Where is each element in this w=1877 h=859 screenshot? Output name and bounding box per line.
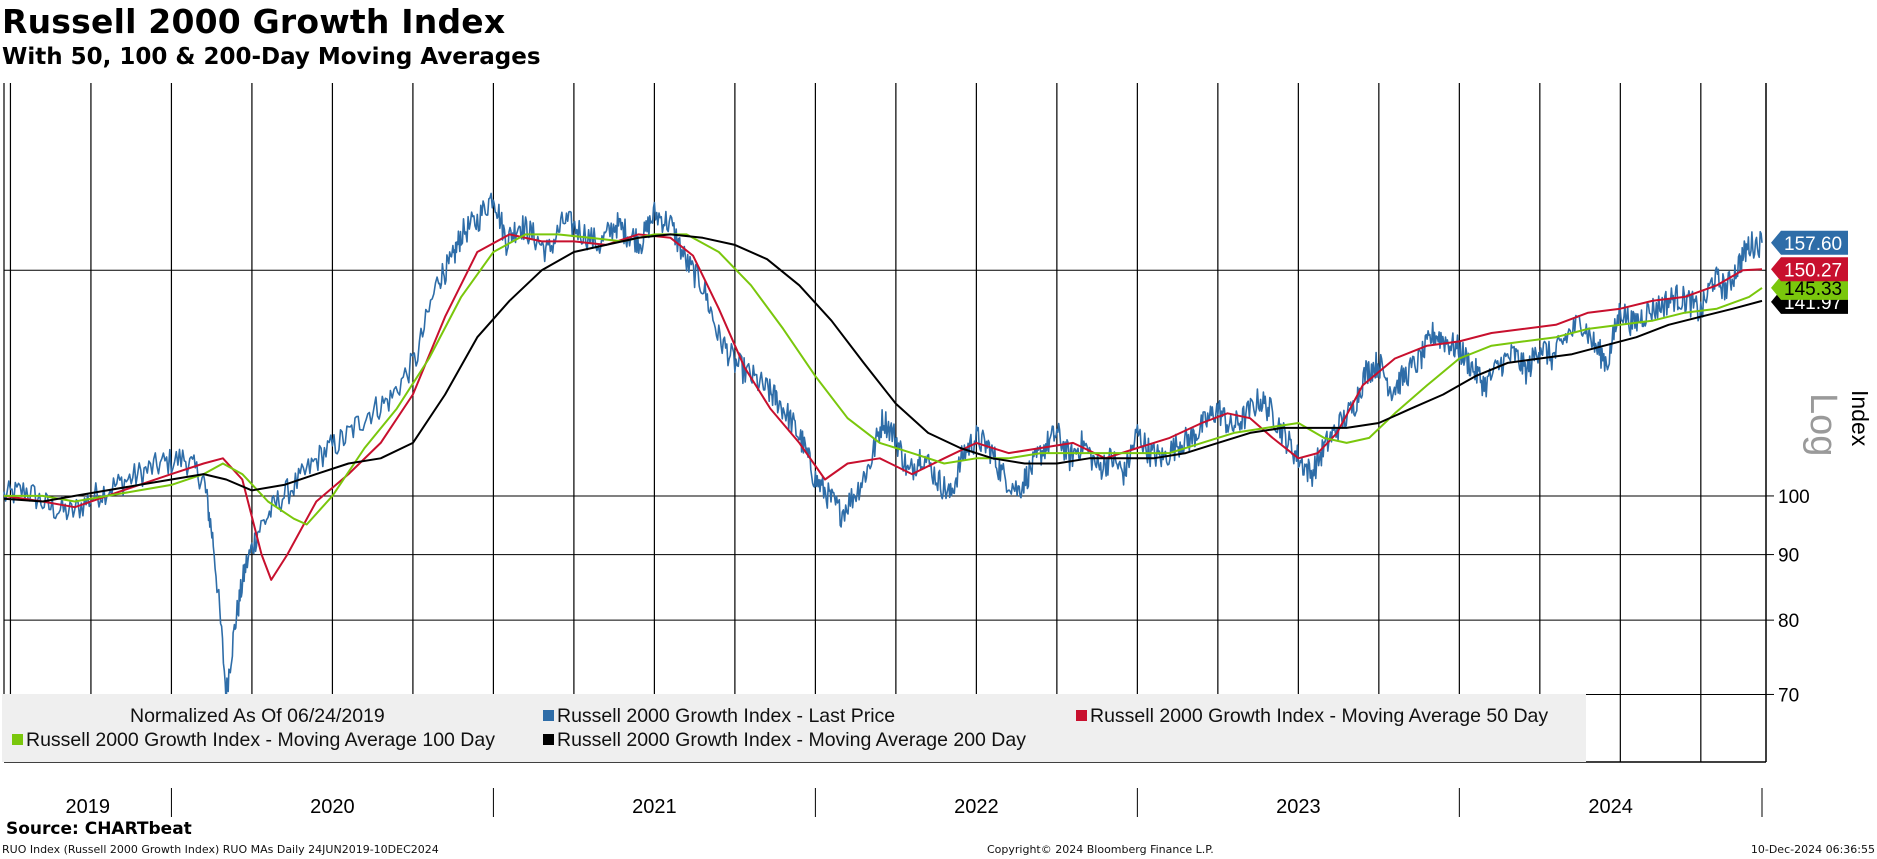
x-tick-label: 2020 <box>310 796 355 818</box>
y-tick-label: 70 <box>1778 685 1799 706</box>
legend-swatch-last-price <box>543 710 554 721</box>
legend: Normalized As Of 06/24/2019 Russell 2000… <box>2 694 1586 762</box>
legend-swatch-ma100 <box>12 734 23 745</box>
series-ma50 <box>3 233 1763 581</box>
footer-left-note: RUO Index (Russell 2000 Growth Index) RU… <box>2 843 439 856</box>
last-value-label: 145.33 <box>1784 279 1842 300</box>
footer-source: Source: CHARTbeat <box>6 819 192 839</box>
last-value-tag <box>1771 230 1848 255</box>
x-tick-label: 2019 <box>65 796 110 818</box>
x-tick-label: 2024 <box>1588 796 1633 818</box>
y-tick-label: 100 <box>1778 487 1810 508</box>
last-value-label: 157.60 <box>1784 234 1842 255</box>
x-tick-label: 2022 <box>954 796 999 818</box>
legend-item-last-price: Russell 2000 Growth Index - Last Price <box>543 705 895 728</box>
series-ma200 <box>3 233 1763 503</box>
last-value-label: 150.27 <box>1784 260 1842 281</box>
legend-normalized-note: Normalized As Of 06/24/2019 <box>130 705 385 727</box>
chart-subtitle: With 50, 100 & 200-Day Moving Averages <box>2 44 541 70</box>
chart-title: Russell 2000 Growth Index <box>2 2 506 41</box>
legend-item-ma200: Russell 2000 Growth Index - Moving Avera… <box>543 729 1026 752</box>
x-tick-label: 2021 <box>632 796 677 818</box>
y-tick-label: 90 <box>1778 546 1799 567</box>
series-ma100 <box>4 233 1763 526</box>
y-scale-label: Log <box>1802 393 1844 456</box>
legend-item-ma100: Russell 2000 Growth Index - Moving Avera… <box>12 729 495 752</box>
footer-timestamp: 10-Dec-2024 06:36:55 <box>1750 843 1875 856</box>
legend-swatch-ma200 <box>543 734 554 745</box>
legend-swatch-ma50 <box>1076 710 1087 721</box>
y-tick-label: 80 <box>1778 611 1799 632</box>
y-axis-title: Index <box>1847 390 1873 447</box>
last-value-tag <box>1771 275 1848 300</box>
x-tick-label: 2023 <box>1276 796 1321 818</box>
series-last-price <box>3 192 1763 706</box>
last-value-tag <box>1771 257 1848 282</box>
legend-item-ma50: Russell 2000 Growth Index - Moving Avera… <box>1076 705 1548 728</box>
footer-copyright: Copyright© 2024 Bloomberg Finance L.P. <box>987 843 1214 856</box>
